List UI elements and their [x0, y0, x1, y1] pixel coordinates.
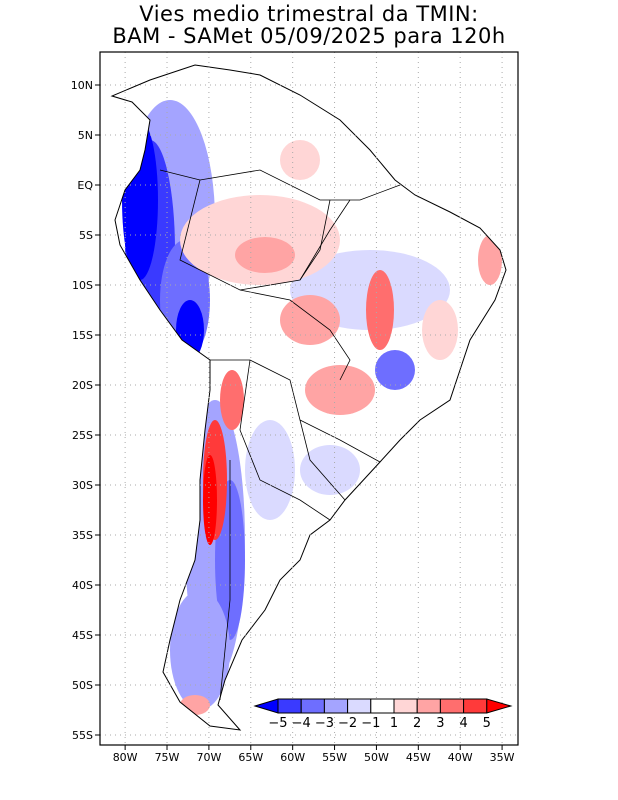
- colorbar-label: −5: [268, 716, 287, 731]
- colorbar-segment: [300, 698, 325, 714]
- lat-tick-label: 20S: [72, 379, 93, 392]
- lat-tick-label: 15S: [72, 329, 93, 342]
- lon-tick-label: 50W: [364, 751, 389, 764]
- bias-region: [375, 350, 415, 390]
- bias-region: [300, 445, 360, 495]
- colorbar-label: 4: [459, 716, 467, 731]
- colorbar-segment: [439, 698, 465, 714]
- colorbar-label: −4: [292, 716, 311, 731]
- lon-tick-label: 65W: [238, 751, 263, 764]
- bias-region: [220, 370, 244, 430]
- lon-tick-label: 35W: [490, 751, 515, 764]
- bias-region: [245, 420, 295, 520]
- colorbar-segment: [393, 698, 418, 714]
- colorbar-segment: [463, 698, 488, 714]
- title-line-2: BAM - SAMet 05/09/2025 para 120h: [112, 24, 506, 48]
- bias-region: [122, 120, 158, 280]
- bias-region: [280, 295, 340, 345]
- colorbar-label: 1: [390, 716, 398, 731]
- lat-tick-label: 5S: [79, 229, 93, 242]
- lat-tick-label: EQ: [77, 179, 93, 192]
- lat-tick-label: 10N: [71, 79, 93, 92]
- colorbar-segment: [347, 698, 372, 714]
- colorbar: −5 −4 −3 −2 −1 1 2 3 4 5: [253, 698, 513, 731]
- lon-tick-label: 60W: [280, 751, 305, 764]
- colorbar-label: −2: [338, 716, 357, 731]
- bias-region: [422, 300, 458, 360]
- lon-tick-label: 75W: [155, 751, 180, 764]
- bias-region: [176, 300, 204, 360]
- bias-region: [366, 270, 394, 350]
- coastline: [110, 64, 507, 731]
- lat-tick-label: 40S: [72, 579, 93, 592]
- lon-tick-label: 55W: [322, 751, 347, 764]
- colorbar-label: 5: [483, 716, 491, 731]
- lat-tick-label: 10S: [72, 279, 93, 292]
- bias-region: [235, 237, 295, 273]
- lat-tick-label: 35S: [72, 529, 93, 542]
- colorbar-segment: [416, 698, 441, 714]
- lat-tick-label: 55S: [72, 729, 93, 742]
- colorbar-segment: [323, 698, 349, 714]
- lon-tick-label: 45W: [406, 751, 431, 764]
- colorbar-segment: [277, 698, 302, 714]
- bias-region: [170, 590, 230, 710]
- bias-region: [203, 455, 217, 545]
- bias-region: [478, 235, 502, 285]
- lat-tick-label: 45S: [72, 629, 93, 642]
- bias-region: [305, 365, 375, 415]
- colorbar-arrow-low: [253, 698, 279, 714]
- lat-tick-label: 50S: [72, 679, 93, 692]
- title-line-1: Vies medio trimestral da TMIN:: [139, 2, 479, 26]
- lat-tick-label: 25S: [72, 429, 93, 442]
- lon-tick-label: 70W: [196, 751, 221, 764]
- colorbar-label: 3: [436, 716, 444, 731]
- bias-field: [112, 65, 506, 730]
- axis-ticks: 80W 75W 70W 65W 60W 55W 50W 45W 40W 35W 10N 5N EQ 5S 1…: [71, 79, 515, 764]
- lat-tick-label: 30S: [72, 479, 93, 492]
- colorbar-segment: [370, 698, 395, 714]
- lon-tick-label: 80W: [113, 751, 138, 764]
- colorbar-label: −1: [361, 716, 380, 731]
- lat-tick-label: 5N: [78, 129, 93, 142]
- colorbar-arrow-high: [486, 698, 513, 714]
- colorbar-label: −3: [315, 716, 334, 731]
- plot-frame: [99, 51, 519, 746]
- colorbar-label: 2: [413, 716, 421, 731]
- lon-tick-label: 40W: [448, 751, 473, 764]
- country-borders: [159, 169, 401, 701]
- bias-region: [280, 140, 320, 180]
- grid-lines: [100, 52, 518, 745]
